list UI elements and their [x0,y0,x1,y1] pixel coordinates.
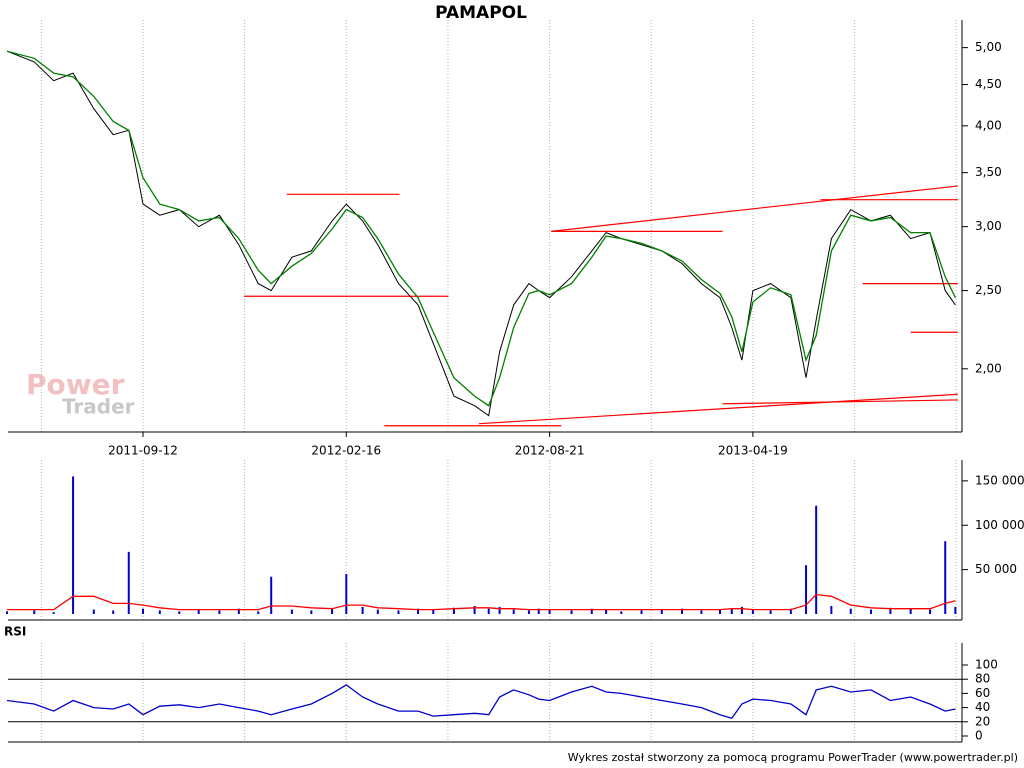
volume-bar [361,606,364,614]
x-tick-label: 2012-08-21 [515,444,585,458]
volume-bar [751,609,754,614]
volume-bar [620,611,623,614]
y-tick-label: 2,00 [975,361,1002,375]
volume-bar [570,610,573,614]
volume-bar [498,606,501,614]
volume-bar [218,610,221,614]
volume-bar [719,609,722,614]
volume-bar [270,576,273,614]
volume-bar [6,611,9,614]
volume-bar [590,608,593,614]
volume-bar [72,476,75,614]
volume-bar [605,609,608,614]
volume-bar [473,606,476,614]
volume-bar [397,610,400,614]
trend-line [722,399,958,405]
volume-bar [290,609,293,614]
trend-line [551,185,958,232]
footer: Wykres został stworzony za pomocą progra… [568,751,1018,764]
y-tick-label: 20 [975,714,990,728]
volume-bar [769,610,772,614]
volume-bar [954,606,957,614]
y-tick-label: 150 000 [975,473,1024,487]
volume-bar [432,609,435,614]
volume-bar [730,608,733,614]
trend-line [478,393,958,425]
volume-bar [944,541,947,614]
volume-bar [527,610,530,614]
volume-bar [537,608,540,614]
volume-bar [805,565,808,614]
series-line [6,50,956,417]
volume-bar [849,608,852,614]
x-tick-label: 2011-09-12 [108,444,178,458]
volume-bar [197,609,200,614]
volume-bar [345,574,348,614]
y-tick-label: 3,50 [975,165,1002,179]
volume-bar [257,611,260,614]
volume-bar [660,609,663,614]
y-tick-label: 50 000 [975,562,1017,576]
series-line [7,593,956,611]
volume-bar [52,612,55,614]
y-tick-label: 80 [975,672,990,686]
series-line [6,684,956,720]
y-tick-label: 60 [975,686,990,700]
volume-bar [815,505,818,614]
volume-bar [127,551,130,614]
y-tick-label: 4,00 [975,118,1002,132]
x-tick-label: 2013-04-19 [718,444,788,458]
volume-bar [909,608,912,614]
volume-bar [681,608,684,614]
volume-bar [640,610,643,614]
volume-bar [33,610,36,614]
y-tick-label: 3,00 [975,219,1002,233]
volume-bar [417,608,420,614]
volume-bar [112,610,115,614]
volume-bar [376,609,379,614]
volume-bar [889,607,892,614]
volume-bar [487,608,490,614]
volume-bar [92,609,95,614]
watermark: Trader [62,395,135,419]
volume-bar [452,607,455,614]
y-tick-label: 5,00 [975,40,1002,54]
panel-title: RSI [4,625,26,639]
chart-title: PAMAPOL [435,3,527,23]
volume-bar [158,610,161,614]
y-tick-label: 40 [975,700,990,714]
y-tick-label: 100 [975,658,998,672]
volume-bar [512,609,515,614]
volume-bar [178,611,181,614]
volume-bar [310,610,313,614]
series-line [6,50,956,407]
volume-bar [789,608,792,614]
volume-bar [237,608,240,614]
y-tick-label: 2,50 [975,283,1002,297]
volume-bar [929,609,932,614]
y-tick-label: 100 000 [975,518,1024,532]
volume-bar [700,610,703,614]
y-tick-label: 4,50 [975,77,1002,91]
volume-bar [740,606,743,614]
watermark: Power [26,368,125,401]
y-tick-label: 0 [975,729,983,743]
volume-bar [548,609,551,614]
x-tick-label: 2012-02-16 [311,444,381,458]
volume-bar [830,606,833,614]
volume-bar [331,608,334,614]
volume-bar [869,609,872,614]
volume-bar [142,608,144,614]
